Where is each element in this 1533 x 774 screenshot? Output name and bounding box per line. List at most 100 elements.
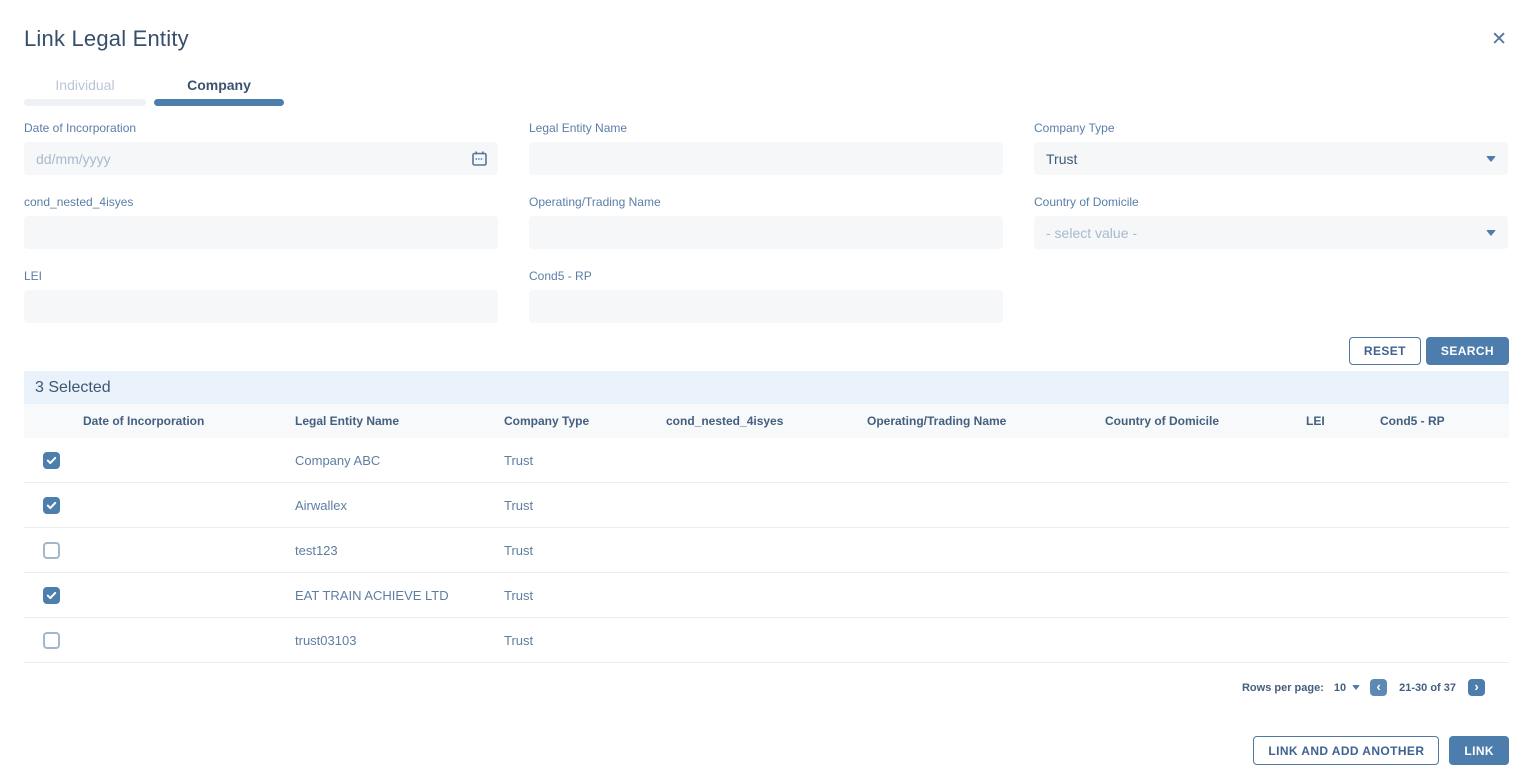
cell-company-type: Trust [504,497,534,513]
cell-company-type: Trust [504,542,534,558]
selected-summary-bar: 3 Selected [24,371,1509,404]
link-and-add-another-button[interactable]: LINK AND ADD ANOTHER [1253,736,1440,765]
company-type-select[interactable]: Trust [1034,142,1508,175]
date-of-incorporation-input-wrap [24,142,498,175]
field-company-type: Company Type Trust [1034,121,1508,175]
next-page-button[interactable]: › [1468,679,1485,696]
col-country-of-domicile: Country of Domicile [1105,414,1220,428]
operating-trading-name-input[interactable] [529,216,1003,249]
field-country-of-domicile: Country of Domicile - select value - [1034,195,1508,249]
checkbox-cell [24,496,83,514]
cell-company-type: Trust [504,452,534,468]
country-of-domicile-select[interactable]: - select value - [1034,216,1508,249]
company-type-label: Company Type [1034,121,1115,135]
check-icon [46,501,56,509]
company-type-value: Trust [1046,150,1078,167]
col-date-of-incorporation: Date of Incorporation [83,414,205,428]
search-form: Date of Incorporation Legal Entity Name [24,121,1509,323]
chevron-down-icon [1486,229,1496,236]
cell-legal-entity-name: test123 [295,542,338,558]
operating-trading-name-input-wrap [529,216,1003,249]
results-table: 3 Selected Date of Incorporation Legal E… [24,371,1509,663]
tab-individual[interactable]: Individual [24,77,146,106]
entity-type-tabs: Individual Company [24,77,1509,106]
row-checkbox[interactable] [42,496,60,514]
country-of-domicile-label: Country of Domicile [1034,195,1139,209]
table-row: test123 Trust [24,528,1509,573]
lei-input[interactable] [24,290,498,323]
table-row: Company ABC Trust [24,438,1509,483]
col-operating-trading-name: Operating/Trading Name [867,414,1007,428]
calendar-icon[interactable] [471,150,488,167]
page-range: 21-30 of 37 [1399,681,1456,694]
row-checkbox[interactable] [42,451,60,469]
table-row: EAT TRAIN ACHIEVE LTD Trust [24,573,1509,618]
reset-button[interactable]: RESET [1348,337,1421,365]
cond5-rp-label: Cond5 - RP [529,269,592,283]
field-operating-trading-name: Operating/Trading Name [529,195,1003,249]
row-checkbox[interactable] [42,541,60,559]
tab-company[interactable]: Company [154,77,284,106]
check-icon [46,591,56,599]
rows-per-page-label: Rows per page: [1241,681,1324,694]
field-legal-entity-name: Legal Entity Name [529,121,1003,175]
cell-legal-entity-name: trust03103 [295,632,357,648]
legal-entity-name-input-wrap [529,142,1003,175]
rows-per-page-select[interactable]: 10 [1333,681,1361,694]
form-grid-spacer [1034,269,1508,323]
pagination: Rows per page: 10 ‹ 21-30 of 37 › [24,679,1485,696]
col-cond5-rp: Cond5 - RP [1380,414,1445,428]
date-of-incorporation-label: Date of Incorporation [24,121,137,135]
table-header-row: Date of Incorporation Legal Entity Name … [24,404,1509,438]
table-row: Airwallex Trust [24,483,1509,528]
date-of-incorporation-input[interactable] [24,142,471,175]
checkbox-cell [24,586,83,604]
tab-individual-label: Individual [55,77,115,93]
row-checkbox[interactable] [42,586,60,604]
search-actions: RESET SEARCH [24,337,1509,365]
tab-company-indicator [154,99,284,106]
row-checkbox[interactable] [42,631,60,649]
cond5-rp-input-wrap [529,290,1003,323]
dialog-footer: LINK AND ADD ANOTHER LINK [24,736,1509,765]
page-title: Link Legal Entity [24,26,189,51]
cond5-rp-input[interactable] [529,290,1003,323]
table-row: trust03103 Trust [24,618,1509,663]
operating-trading-name-label: Operating/Trading Name [529,195,661,209]
field-cond-nested-4isyes: cond_nested_4isyes [24,195,498,249]
field-date-of-incorporation: Date of Incorporation [24,121,498,175]
checkbox-cell [24,451,83,469]
chevron-down-icon [1352,685,1361,690]
checkbox-cell [24,541,83,559]
table-body: Company ABC Trust Airwallex [24,438,1509,663]
field-cond5-rp: Cond5 - RP [529,269,1003,323]
lei-label: LEI [24,269,43,283]
rows-per-page-value: 10 [1333,681,1347,694]
cond-nested-4isyes-label: cond_nested_4isyes [24,195,134,209]
tab-company-label: Company [187,77,251,93]
dialog-titlebar: Link Legal Entity ✕ [24,26,1509,53]
prev-page-button[interactable]: ‹ [1370,679,1388,696]
selected-count: 3 Selected [35,378,111,396]
cell-company-type: Trust [504,632,534,648]
check-icon [46,456,56,464]
col-lei: LEI [1306,414,1325,428]
cond-nested-4isyes-input-wrap [24,216,498,249]
legal-entity-name-label: Legal Entity Name [529,121,628,135]
close-icon[interactable]: ✕ [1491,29,1507,50]
cell-legal-entity-name: Airwallex [295,497,348,513]
legal-entity-name-input[interactable] [529,142,1003,175]
search-button[interactable]: SEARCH [1425,337,1509,365]
checkbox-cell [24,631,83,649]
field-lei: LEI [24,269,498,323]
cell-company-type: Trust [504,587,534,603]
lei-input-wrap [24,290,498,323]
cond-nested-4isyes-input[interactable] [24,216,498,249]
link-button[interactable]: LINK [1449,736,1509,765]
col-legal-entity-name: Legal Entity Name [295,414,400,428]
tab-individual-indicator [24,99,146,106]
link-legal-entity-dialog: Link Legal Entity ✕ Individual Company D… [0,26,1533,765]
country-of-domicile-value: - select value - [1046,224,1138,241]
col-cond-nested-4isyes: cond_nested_4isyes [666,414,784,428]
cell-legal-entity-name: Company ABC [295,452,381,468]
